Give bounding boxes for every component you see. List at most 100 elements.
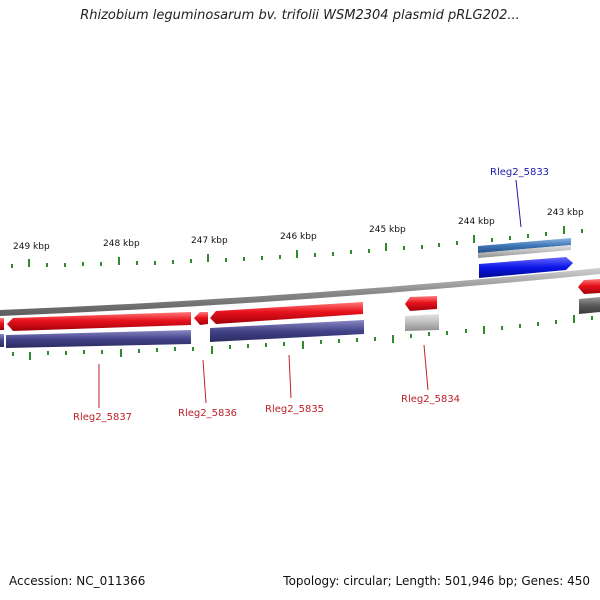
tick-mark — [265, 343, 267, 347]
leader-Rleg2_5836 — [202, 359, 207, 404]
tick-mark — [555, 320, 557, 324]
tick-mark — [320, 340, 322, 344]
tick-mark — [296, 250, 298, 258]
tick-mark — [100, 262, 102, 266]
partial-gene-right-arrow[interactable] — [578, 279, 600, 294]
gene-Rleg2_5836-arrow[interactable] — [194, 312, 208, 325]
gene-Rleg2_5834-arrow[interactable] — [405, 296, 437, 311]
gene-Rleg2_5835-cds-band[interactable] — [210, 320, 364, 342]
leader-lines — [98, 179, 522, 408]
tick-mark — [527, 234, 529, 238]
tick-mark — [410, 334, 412, 338]
tick-mark — [190, 259, 192, 263]
tick-mark — [172, 260, 174, 264]
tick-mark — [120, 349, 122, 357]
topology-summary: Topology: circular; Length: 501,946 bp; … — [283, 574, 590, 588]
tick-mark — [403, 246, 405, 250]
partial-gene-left-band — [0, 334, 4, 347]
tick-mark — [83, 350, 85, 354]
gene-label-Rleg2_5835[interactable]: Rleg2_5835 — [265, 404, 324, 415]
tick-mark — [314, 253, 316, 257]
tick-mark — [446, 331, 448, 335]
tick-mark — [11, 264, 13, 268]
tick-mark — [154, 261, 156, 265]
tick-mark — [392, 335, 394, 343]
leader-Rleg2_5833 — [515, 179, 522, 228]
leader-Rleg2_5834 — [423, 344, 429, 391]
partial-gene-left[interactable] — [0, 318, 4, 330]
gene-label-Rleg2_5834[interactable]: Rleg2_5834 — [401, 394, 460, 405]
tick-mark — [65, 351, 67, 355]
reverse-strand-features — [0, 279, 600, 348]
gene-Rleg2_5833-arrow[interactable] — [479, 257, 573, 278]
tick-mark — [118, 257, 120, 265]
tick-mark — [537, 322, 539, 326]
tick-mark — [46, 263, 48, 267]
tick-mark — [138, 349, 140, 353]
partial-gene-right-band — [579, 297, 600, 314]
tick-mark — [338, 339, 340, 343]
tick-mark — [368, 249, 370, 253]
tick-mark — [207, 254, 209, 262]
kbp-label: 246 kbp — [280, 232, 317, 242]
forward-strand-features — [478, 238, 573, 278]
tick-mark — [64, 263, 66, 267]
tick-mark — [438, 243, 440, 247]
tick-mark — [283, 342, 285, 346]
tick-mark — [332, 252, 334, 256]
gene-label-Rleg2_5837[interactable]: Rleg2_5837 — [73, 412, 132, 423]
gene-Rleg2_5834-grey-band — [405, 314, 439, 331]
tick-mark — [356, 338, 358, 342]
accession-text: Accession: NC_011366 — [9, 574, 146, 588]
tick-mark — [136, 261, 138, 265]
kbp-label: 244 kbp — [458, 217, 495, 227]
tick-mark — [101, 350, 103, 354]
tick-mark — [192, 347, 194, 351]
gene-Rleg2_5837-cds-band[interactable] — [6, 330, 191, 348]
tick-mark — [12, 352, 14, 356]
tick-mark — [211, 346, 213, 354]
tick-mark — [350, 250, 352, 254]
tick-mark — [374, 337, 376, 341]
tick-mark — [243, 257, 245, 261]
tick-mark — [473, 235, 475, 243]
tick-mark — [385, 243, 387, 251]
gene-Rleg2_5837-arrow[interactable] — [7, 312, 191, 331]
gene-label-Rleg2_5836[interactable]: Rleg2_5836 — [178, 408, 237, 419]
gene-Rleg2_5833-cds-band[interactable] — [478, 238, 571, 253]
tick-mark — [229, 345, 231, 349]
tick-mark — [225, 258, 227, 262]
tick-mark — [279, 255, 281, 259]
gene-label-Rleg2_5833[interactable]: Rleg2_5833 — [490, 167, 549, 178]
tick-mark — [509, 236, 511, 240]
kbp-label: 245 kbp — [369, 225, 406, 235]
map-title: Rhizobium leguminosarum bv. trifolii WSM… — [80, 8, 520, 23]
tick-mark — [573, 315, 575, 323]
gene-labels: Rleg2_5837 Rleg2_5836 Rleg2_5835 Rleg2_5… — [73, 167, 549, 423]
backbone-arc — [0, 268, 600, 316]
inner-tick-row — [12, 315, 593, 360]
gene-Rleg2_5835-arrow[interactable] — [210, 302, 363, 324]
tick-mark — [28, 259, 30, 267]
tick-mark — [501, 326, 503, 330]
kbp-label: 243 kbp — [547, 208, 584, 218]
tick-mark — [302, 341, 304, 349]
tick-mark — [247, 344, 249, 348]
tick-mark — [545, 232, 547, 236]
tick-mark — [82, 262, 84, 266]
kbp-label: 248 kbp — [103, 239, 140, 249]
tick-mark — [491, 238, 493, 242]
tick-mark — [421, 245, 423, 249]
leader-Rleg2_5835 — [288, 354, 292, 399]
tick-mark — [456, 241, 458, 245]
outer-tick-row — [11, 226, 583, 268]
tick-mark — [156, 348, 158, 352]
tick-mark — [465, 329, 467, 333]
tick-mark — [174, 347, 176, 351]
kbp-label: 247 kbp — [191, 236, 228, 246]
kbp-label: 249 kbp — [13, 242, 50, 252]
tick-mark — [47, 351, 49, 355]
tick-mark — [581, 229, 583, 233]
tick-mark — [261, 256, 263, 260]
